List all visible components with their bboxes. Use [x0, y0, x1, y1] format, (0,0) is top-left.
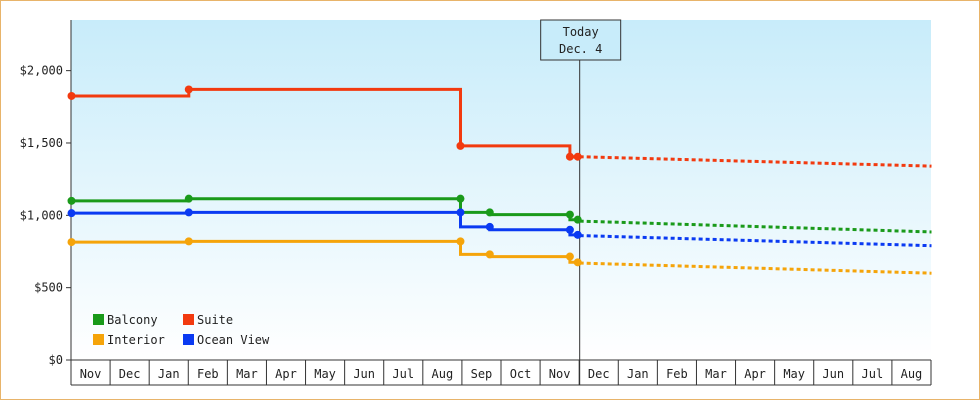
legend-swatch — [183, 314, 194, 325]
x-tick-label: Oct — [510, 367, 532, 381]
data-point[interactable] — [67, 91, 76, 100]
y-tick-label: $1,000 — [20, 208, 63, 222]
x-tick-label: Jul — [392, 367, 414, 381]
data-point[interactable] — [456, 208, 465, 217]
today-date: Dec. 4 — [559, 42, 602, 56]
x-tick-label: Feb — [197, 367, 219, 381]
data-point[interactable] — [67, 209, 76, 218]
x-tick-label: Jun — [353, 367, 375, 381]
legend-label: Suite — [197, 313, 233, 327]
x-tick-label: May — [314, 367, 336, 381]
data-point[interactable] — [485, 222, 494, 231]
y-tick-label: $500 — [34, 281, 63, 295]
projection-line-balcony — [579, 219, 932, 234]
data-point[interactable] — [67, 238, 76, 247]
x-tick-label: Jun — [822, 367, 844, 381]
data-point[interactable] — [485, 250, 494, 259]
data-point[interactable] — [573, 152, 582, 161]
legend-swatch — [183, 334, 194, 345]
y-tick-label: $2,000 — [20, 64, 63, 78]
data-point[interactable] — [456, 237, 465, 246]
x-tick-label: Apr — [744, 367, 766, 381]
data-point[interactable] — [184, 208, 193, 217]
data-point[interactable] — [565, 152, 574, 161]
today-box — [540, 19, 622, 61]
x-tick-label: May — [783, 367, 805, 381]
x-tick-label: Dec — [119, 367, 141, 381]
data-point[interactable] — [485, 208, 494, 217]
legend-swatch — [93, 334, 104, 345]
x-tick-label: Apr — [275, 367, 297, 381]
x-tick-label: Sep — [471, 367, 493, 381]
x-tick-label: Feb — [666, 367, 688, 381]
projection-line-suite — [579, 155, 932, 168]
data-point[interactable] — [67, 196, 76, 205]
data-point[interactable] — [565, 225, 574, 234]
projection-line-interior — [579, 261, 932, 275]
data-point[interactable] — [456, 141, 465, 150]
x-tick-label: Mar — [705, 367, 727, 381]
data-point[interactable] — [565, 210, 574, 219]
x-tick-label: Jul — [862, 367, 884, 381]
y-tick-label: $1,500 — [20, 136, 63, 150]
x-tick-label: Aug — [901, 367, 923, 381]
x-tick-label: Nov — [80, 367, 102, 381]
projection-line-ocean-view — [579, 234, 932, 248]
y-tick-label: $0 — [49, 353, 63, 367]
data-point[interactable] — [565, 252, 574, 261]
x-tick-label: Jan — [158, 367, 180, 381]
today-label: Today — [563, 25, 599, 39]
x-tick-label: Jan — [627, 367, 649, 381]
legend-label: Balcony — [107, 313, 158, 327]
data-point[interactable] — [184, 194, 193, 203]
x-tick-label: Aug — [432, 367, 454, 381]
x-tick-label: Mar — [236, 367, 258, 381]
data-point[interactable] — [184, 85, 193, 94]
data-point[interactable] — [184, 237, 193, 246]
legend-label: Ocean View — [197, 333, 270, 347]
data-point[interactable] — [456, 194, 465, 203]
legend-swatch — [93, 314, 104, 325]
x-tick-label: Dec — [588, 367, 610, 381]
plot-background — [71, 20, 931, 360]
x-tick-label: Nov — [549, 367, 571, 381]
legend-label: Interior — [107, 333, 165, 347]
